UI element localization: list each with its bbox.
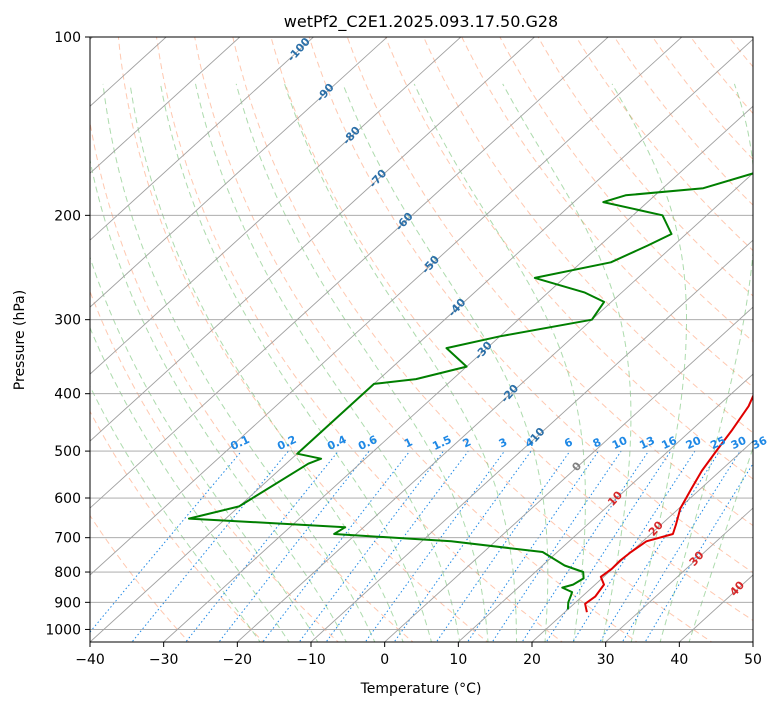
isotherm: [90, 37, 388, 308]
plot-frame: [89, 36, 754, 643]
mixing-ratio-label: 36: [750, 434, 770, 452]
y-tick-label: 900: [54, 595, 81, 611]
x-tick-label: −10: [296, 652, 326, 668]
background-lines: [90, 37, 753, 642]
profile-lines: [187, 172, 753, 613]
isotherm: [90, 37, 462, 375]
dry-adiabat: [270, 37, 753, 622]
mixing-ratio-line: [185, 450, 339, 642]
x-tick-label: −20: [223, 652, 253, 668]
moist-adiabat: [688, 446, 753, 642]
y-tick-label: 700: [54, 531, 81, 547]
moist-adiabat: [129, 83, 404, 642]
moist-adiabat: [102, 83, 376, 642]
moist-adiabat: [90, 255, 319, 642]
moist-adiabat: [235, 83, 489, 642]
mixing-ratio-label: 13: [637, 434, 656, 452]
mixing-ratio-label: 10: [610, 434, 630, 452]
isotherm: [310, 239, 753, 642]
isotherm: [236, 172, 753, 642]
dry-adiabat: [117, 37, 489, 642]
mixing-ratio-line: [521, 450, 650, 642]
mixing-ratio-label: 16: [660, 434, 680, 452]
y-tick-label: 100: [54, 30, 81, 46]
x-tick-label: 40: [670, 652, 688, 668]
moist-adiabat: [502, 83, 632, 642]
y-tick-label: 400: [54, 387, 81, 403]
x-tick-label: −30: [149, 652, 179, 668]
mixing-ratio-line: [262, 450, 411, 642]
y-tick-label: 200: [54, 208, 81, 224]
y-tick-label: 1000: [45, 622, 81, 638]
isotherm: [90, 37, 536, 442]
y-tick-label: 800: [54, 565, 81, 581]
x-tick-label: 30: [597, 652, 615, 668]
moist-adiabat: [160, 83, 432, 642]
dry-adiabat: [308, 37, 753, 574]
y-tick-label: 600: [54, 491, 81, 507]
x-tick-label: −40: [75, 652, 105, 668]
moist-adiabat: [611, 83, 687, 642]
x-axis-label: Temperature (°C): [360, 681, 482, 697]
mixing-ratio-line: [435, 450, 571, 642]
isotherm: [162, 105, 753, 642]
mixing-ratio-line: [545, 450, 672, 642]
isotherm: [457, 373, 753, 642]
mixing-ratio-line: [599, 450, 721, 642]
dewpoint-line: [187, 172, 753, 610]
isotherm: [90, 37, 683, 576]
isotherm: [90, 37, 609, 509]
axis-ticks: −40 −30 −20 −10 0 10 20 30 40 50 100 200 300 400 500 60…: [45, 30, 762, 668]
x-tick-label: 10: [449, 652, 467, 668]
dry-adiabat: [90, 410, 265, 642]
mixing-ratio-line: [491, 450, 622, 642]
moist-adiabat: [284, 83, 517, 642]
isotherm: [90, 38, 753, 642]
moist-adiabat: [90, 326, 290, 642]
chart-title: wetPf2_C2E1.2025.093.17.50.G28: [284, 12, 558, 32]
isotherm: [531, 440, 753, 642]
x-tick-label: 20: [523, 652, 541, 668]
mixing-ratio-line: [218, 450, 370, 642]
y-tick-label: 500: [54, 444, 81, 460]
moist-adiabat: [659, 83, 753, 642]
mixing-ratio-label: 20: [684, 434, 704, 452]
x-tick-label: 0: [380, 652, 389, 668]
moist-adiabat: [413, 83, 586, 642]
isotherm: [90, 37, 241, 174]
moist-adiabat: [195, 83, 461, 642]
isotherm: [90, 37, 315, 241]
mixing-ratio-line: [393, 450, 532, 642]
dry-adiabat: [346, 37, 753, 527]
mixing-ratio-line: [572, 450, 696, 642]
mixing-ratio-line: [325, 450, 469, 642]
y-axis-label: Pressure (hPa): [12, 290, 28, 390]
y-tick-label: 300: [54, 313, 81, 329]
x-tick-label: 50: [744, 652, 762, 668]
mixing-ratio-label: 30: [729, 434, 749, 452]
moist-adiabat: [90, 157, 347, 642]
moist-adiabat: [90, 385, 261, 642]
isotherm: [604, 507, 753, 642]
temperature-line: [584, 393, 753, 613]
mixing-ratio-line: [621, 450, 741, 642]
mixing-ratio-label: 25: [708, 434, 727, 452]
